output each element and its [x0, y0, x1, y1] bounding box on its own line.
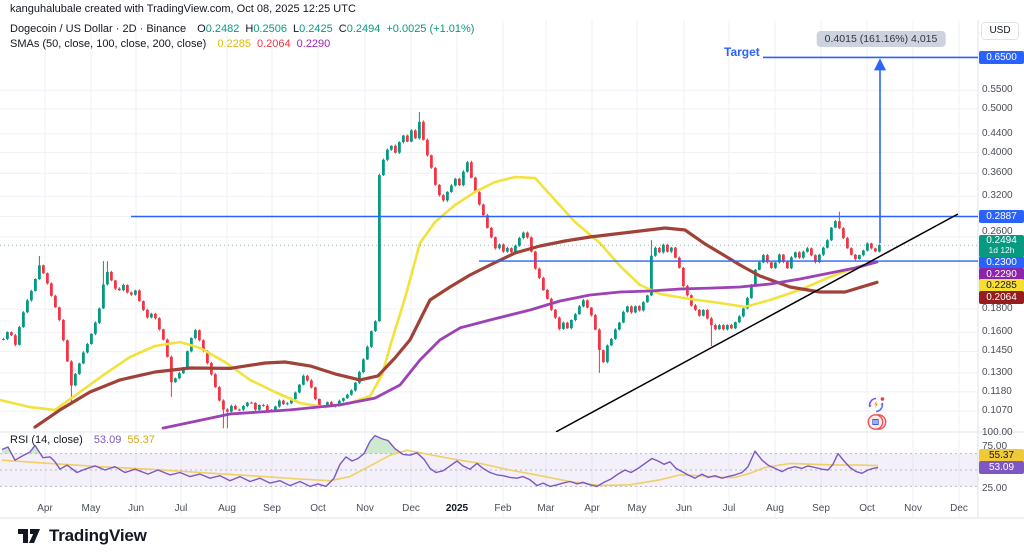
price-badge: 0.2300 — [979, 255, 1024, 269]
sma-value: 0.2285 — [217, 38, 251, 50]
price-tick-label: 0.4400 — [982, 127, 1013, 139]
time-tick-label: Aug — [218, 503, 236, 514]
price-tick-label: 0.1300 — [982, 366, 1013, 378]
rsi-value: 53.09 — [93, 434, 122, 446]
time-tick-label: Mar — [537, 503, 555, 514]
time-tick-label: 2025 — [445, 503, 469, 514]
price-badge: 0.2887 — [979, 210, 1024, 223]
rsi-legend[interactable]: RSI (14, close) 53.09 55.37 — [10, 434, 161, 446]
time-tick-label: Dec — [950, 503, 968, 514]
price-tick-label: 0.3200 — [982, 190, 1013, 202]
target-drawing-label[interactable]: Target — [724, 45, 760, 59]
time-tick-label: Feb — [494, 503, 512, 514]
time-tick-label: May — [81, 503, 101, 514]
sma-value: 0.2064 — [256, 38, 291, 50]
low-value: 0.2425 — [299, 23, 333, 35]
time-tick-label: Dec — [402, 503, 420, 514]
tradingview-brand-text: TradingView — [49, 526, 147, 545]
price-tick-label: 0.4000 — [982, 146, 1013, 158]
symbol-legend[interactable]: Dogecoin / US Dollar · 2D · Binance O0.2… — [10, 23, 480, 35]
time-tick-label: Oct — [310, 503, 326, 514]
sma-legend-title[interactable]: SMAs (50, close, 100, close, 200, close) — [10, 38, 207, 50]
time-tick-label: Aug — [766, 503, 784, 514]
price-tick-label: 0.1600 — [982, 326, 1013, 338]
symbol-title[interactable]: Dogecoin / US Dollar · 2D · Binance — [10, 23, 187, 35]
price-tick-label: 0.1800 — [982, 303, 1013, 315]
time-tick-label: Oct — [859, 503, 875, 514]
close-label: C — [338, 23, 347, 35]
change-value: +0.0025 (+1.01%) — [386, 23, 475, 35]
time-tick-label: Nov — [904, 503, 922, 514]
attribution: kanguhalubale created with TradingView.c… — [10, 3, 356, 15]
rsi-value: 55.37 — [127, 434, 155, 446]
rsi-tick-label: 25.00 — [982, 483, 1008, 494]
price-tick-label: 0.1450 — [982, 345, 1013, 357]
time-tick-label: Sep — [263, 503, 281, 514]
open-label: O — [197, 23, 206, 35]
tradingview-logo-icon — [18, 529, 40, 543]
price-tick-label: 0.5000 — [982, 102, 1013, 114]
price-tick-label: 0.3600 — [982, 167, 1013, 179]
time-tick-label: Jun — [675, 503, 693, 514]
price-badge: 0.2064 — [979, 290, 1024, 304]
time-tick-label: Sep — [812, 503, 830, 514]
bar-countdown: 1d 12h — [988, 245, 1015, 255]
time-tick-label: Jul — [722, 503, 736, 514]
usd-coin-icon — [866, 413, 887, 433]
high-label: H — [245, 23, 254, 35]
sma-legend[interactable]: SMAs (50, close, 100, close, 200, close)… — [10, 38, 336, 50]
time-tick-label: Jul — [174, 503, 188, 514]
close-value: 0.2494 — [346, 23, 381, 35]
current-price-badge: 0.2494 1d 12h — [979, 235, 1024, 257]
target-measure-callout[interactable]: 0.4015 (161.16%) 4,015 — [816, 31, 946, 47]
currency-toggle-button[interactable]: USD — [981, 22, 1019, 40]
high-value: 0.2506 — [253, 23, 287, 35]
time-tick-label: Jun — [127, 503, 145, 514]
price-tick-label: 0.1180 — [982, 385, 1012, 397]
swap-lightning-icon — [866, 395, 886, 415]
tradingview-footer[interactable]: TradingView — [16, 524, 147, 548]
price-badge: 0.2290 — [979, 267, 1024, 281]
rsi-tick-label: 75.00 — [982, 441, 1008, 452]
rsi-tick-label: 100.00 — [982, 427, 1013, 438]
open-value: 0.2482 — [205, 23, 240, 35]
price-tick-label: 0.1070 — [982, 405, 1013, 417]
time-tick-label: May — [627, 503, 647, 514]
time-tick-label: Apr — [37, 503, 53, 514]
price-tick-label: 0.2600 — [982, 226, 1013, 238]
low-label: L — [292, 23, 300, 35]
price-badge: 0.2285 — [979, 279, 1024, 292]
rsi-legend-title[interactable]: RSI (14, close) — [10, 434, 83, 446]
time-tick-label: Apr — [584, 503, 600, 514]
price-badge: 0.6500 — [979, 50, 1024, 64]
sma-value: 0.2290 — [296, 38, 331, 50]
rsi-badge: 53.09 — [979, 460, 1024, 474]
rsi-badge: 55.37 — [979, 449, 1024, 462]
price-tick-label: 0.5500 — [982, 84, 1013, 96]
time-tick-label: Nov — [356, 503, 374, 514]
